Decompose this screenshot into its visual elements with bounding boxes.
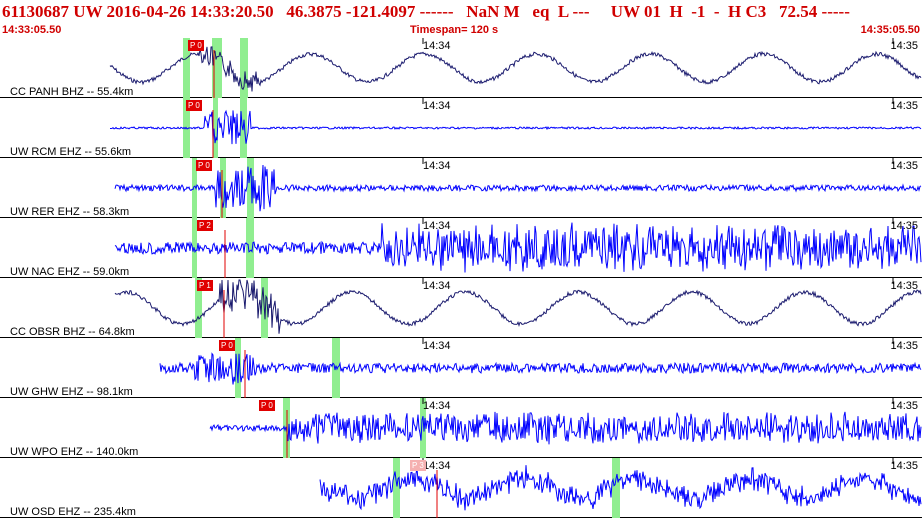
right-tick-label: 14:35 — [890, 220, 918, 232]
waveform-trace — [114, 278, 922, 338]
waveform-trace — [319, 458, 922, 518]
right-tick-label: 14:35 — [890, 160, 918, 172]
pick-window — [247, 158, 254, 218]
waveform-trace — [159, 338, 922, 398]
station-label: CC PANH BHZ -- 55.4km — [10, 86, 134, 98]
right-tick-label: 14:35 — [890, 460, 918, 472]
pick-window — [195, 278, 202, 338]
phase-pick-marker[interactable]: P 2 — [197, 220, 213, 231]
end-time: 14:35:05.50 — [860, 24, 920, 36]
trace-panel-rcm[interactable]: 14:34 14:35 P 0 UW RCM EHZ -- 55.6km — [0, 98, 922, 158]
mid-tick-label: 14:34 — [423, 220, 451, 232]
pick-window — [612, 458, 620, 518]
event-title: 61130687 UW 2016-04-26 14:33:20.50 46.38… — [2, 2, 850, 21]
pick-window — [213, 98, 218, 158]
mid-tick-label: 14:34 — [423, 40, 451, 52]
waveform-path — [319, 465, 922, 511]
station-label: UW RER EHZ -- 58.3km — [10, 206, 130, 218]
waveform-trace — [114, 218, 922, 278]
pick-window — [246, 218, 254, 278]
start-time: 14:33:05.50 — [2, 24, 62, 36]
pick-window — [183, 38, 190, 98]
mid-tick-label: 14:34 — [423, 340, 451, 352]
seismogram-panels[interactable]: 14:34 14:35 P 0 CC PANH BHZ -- 55.4km 14… — [0, 38, 922, 520]
mid-tick-label: 14:34 — [423, 100, 451, 112]
trace-panel-panh[interactable]: 14:34 14:35 P 0 CC PANH BHZ -- 55.4km — [0, 38, 922, 98]
phase-pick-marker[interactable]: P 0 — [186, 100, 202, 111]
trace-panel-rer[interactable]: 14:34 14:35 P 0 UW RER EHZ -- 58.3km — [0, 158, 922, 218]
waveform-path — [209, 411, 922, 445]
mid-tick-label: 14:34 — [423, 400, 451, 412]
trace-panel-ghw[interactable]: 14:34 14:35 P 0 UW GHW EHZ -- 98.1km — [0, 338, 922, 398]
pick-window — [393, 458, 400, 518]
phase-pick-marker[interactable]: P 0 — [188, 40, 204, 51]
time-axis-bar: 14:33:05.50 Timespan= 120 s 14:35:05.50 — [0, 24, 922, 38]
station-label: UW RCM EHZ -- 55.6km — [10, 146, 131, 158]
right-tick-label: 14:35 — [890, 340, 918, 352]
station-label: UW NAC EHZ -- 59.0km — [10, 266, 130, 278]
waveform-trace — [109, 38, 922, 98]
event-header: 61130687 UW 2016-04-26 14:33:20.50 46.38… — [0, 0, 922, 24]
pick-window — [332, 338, 340, 398]
timespan-label: Timespan= 120 s — [410, 24, 499, 36]
station-label: UW OSD EHZ -- 235.4km — [10, 506, 136, 518]
phase-pick-marker[interactable]: P 1 — [197, 280, 213, 291]
station-label: CC OBSR BHZ -- 64.8km — [10, 326, 135, 338]
phase-pick-marker[interactable]: P 0 — [259, 400, 275, 411]
pick-window — [420, 398, 426, 458]
waveform-path — [114, 164, 922, 212]
right-tick-label: 14:35 — [890, 40, 918, 52]
pick-window — [212, 38, 222, 98]
waveform-path — [159, 352, 922, 385]
trace-panel-osd[interactable]: 14:34 14:35 P 3 UW OSD EHZ -- 235.4km — [0, 458, 922, 518]
pick-window — [235, 338, 241, 398]
station-label: UW WPO EHZ -- 140.0km — [10, 446, 139, 458]
waveform-path — [114, 279, 922, 334]
right-tick-label: 14:35 — [890, 400, 918, 412]
pick-window — [192, 158, 197, 218]
phase-pick-marker[interactable]: P 0 — [196, 160, 212, 171]
mid-tick-label: 14:34 — [423, 280, 451, 292]
mid-tick-label: 14:34 — [423, 160, 451, 172]
mid-tick-label: 14:34 — [423, 460, 451, 472]
pick-window — [240, 38, 248, 98]
trace-panel-nac[interactable]: 14:34 14:35 P 2 UW NAC EHZ -- 59.0km — [0, 218, 922, 278]
waveform-path — [114, 222, 922, 273]
phase-pick-marker[interactable]: P 3 — [410, 460, 426, 471]
trace-panel-wpo[interactable]: 14:34 14:35 P 0 UW WPO EHZ -- 140.0km — [0, 398, 922, 458]
right-tick-label: 14:35 — [890, 100, 918, 112]
right-tick-label: 14:35 — [890, 280, 918, 292]
waveform-trace — [114, 158, 922, 218]
phase-pick-marker[interactable]: P 0 — [219, 340, 235, 351]
trace-panel-obsr[interactable]: 14:34 14:35 P 1 CC OBSR BHZ -- 64.8km — [0, 278, 922, 338]
waveform-trace — [110, 98, 922, 158]
station-label: UW GHW EHZ -- 98.1km — [10, 386, 133, 398]
waveform-path — [109, 46, 922, 92]
pick-window — [220, 158, 226, 218]
waveform-path — [110, 109, 922, 145]
waveform-trace — [209, 398, 922, 458]
